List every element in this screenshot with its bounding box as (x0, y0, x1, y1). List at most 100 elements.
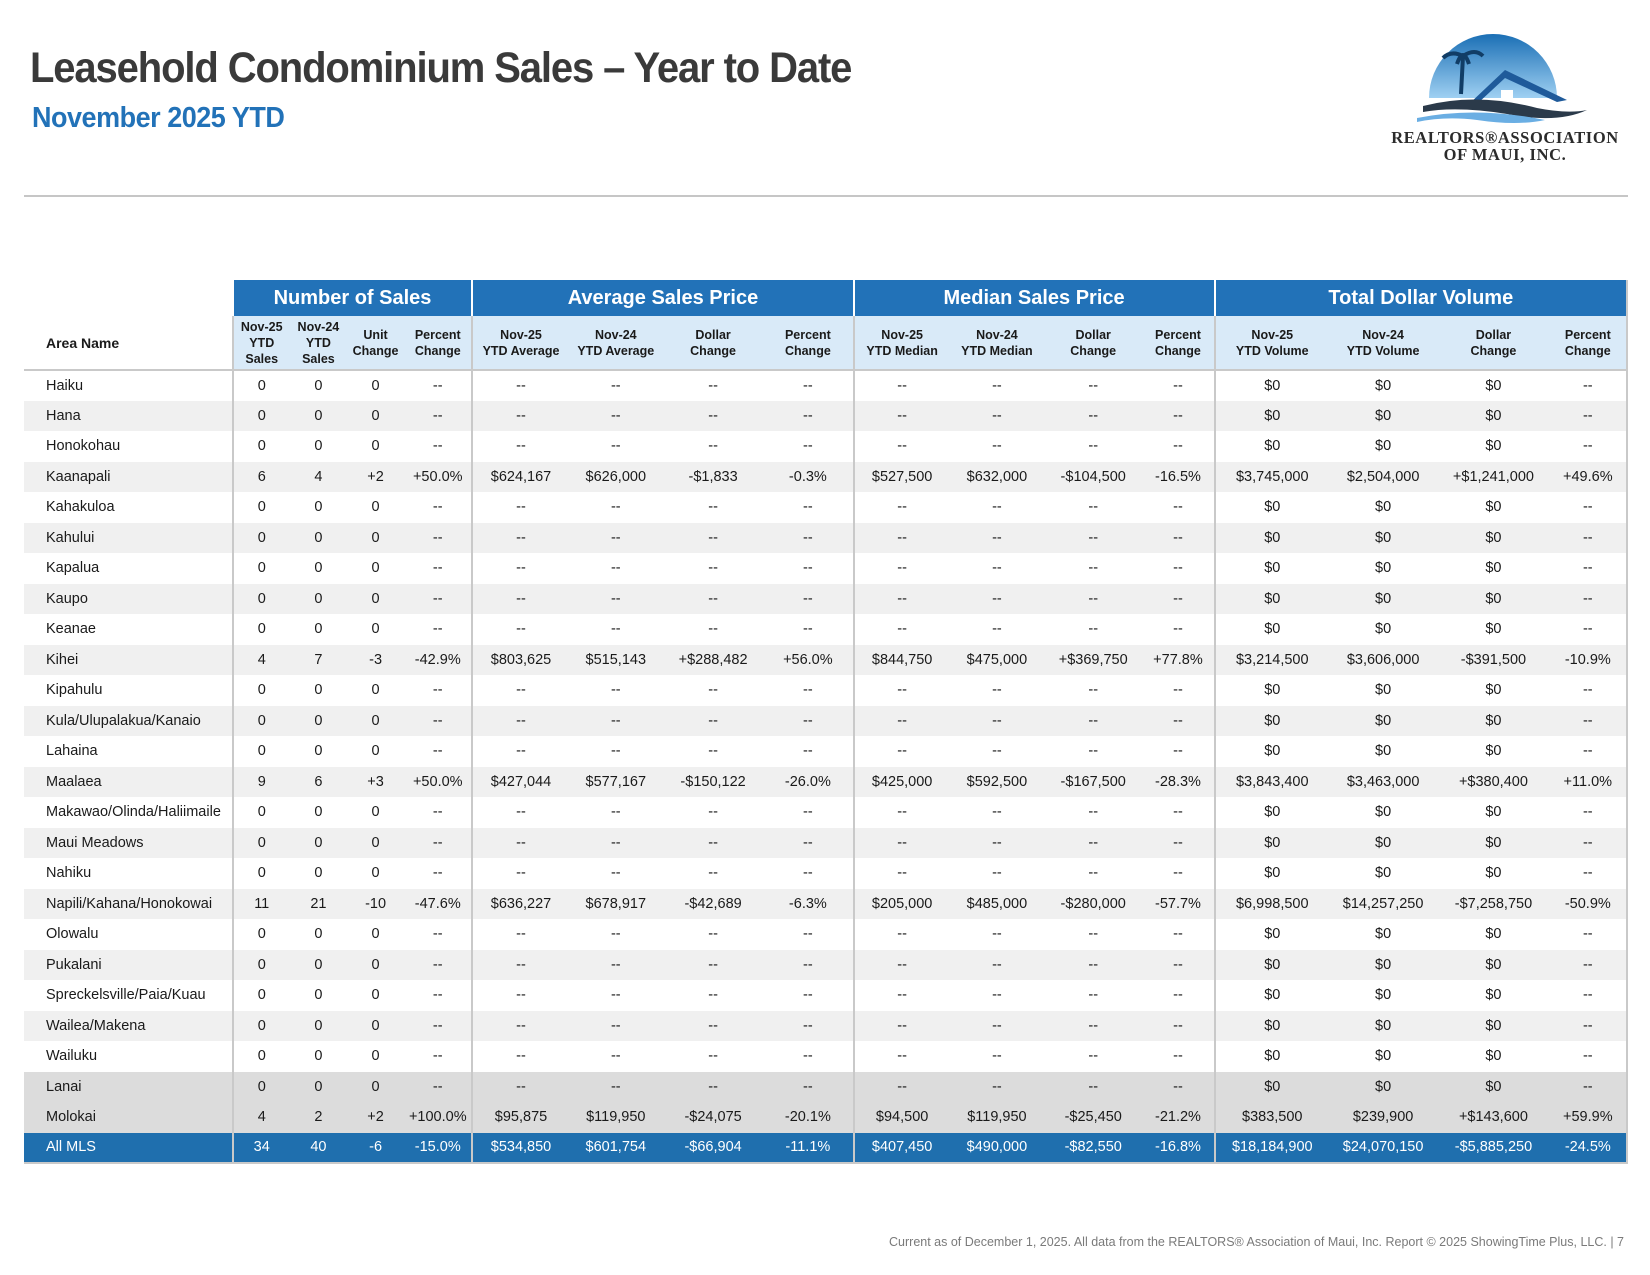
value-cell: -- (763, 583, 854, 614)
value-cell: 0 (371, 804, 380, 821)
value-cell: -- (662, 705, 764, 736)
value-cell: $0 (1485, 926, 1502, 943)
table-row: Keanae 0 0 0 -- -- -- -- -- -- -- -- -- $0 $0 $0 -- (24, 614, 1627, 645)
value-cell: $626,000 (568, 461, 663, 492)
column-header-line: Sales (245, 351, 279, 366)
value-cell: 0 (346, 1071, 405, 1102)
value-cell: -- (852, 492, 950, 523)
value-cell: 4 (231, 644, 290, 675)
value-cell: -- (471, 583, 569, 614)
table-row: Kula/Ulupalakua/Kanaio 0 0 0 -- -- -- -- -- -- -- -… (24, 705, 1627, 736)
value-cell: $3,843,400 (1213, 766, 1329, 797)
value-cell: -- (662, 1010, 764, 1041)
value-cell: $0 (1485, 621, 1502, 638)
value-cell: -- (992, 438, 1002, 455)
value-cell: $3,214,500 (1213, 644, 1329, 675)
value-cell: -- (432, 743, 443, 760)
value-cell: $0 (1213, 1041, 1329, 1072)
value-cell: -42.9% (404, 644, 473, 675)
value-cell: -- (1549, 1010, 1627, 1041)
value-cell: $0 (1328, 1010, 1438, 1041)
value-cell: -- (708, 987, 718, 1004)
value-cell: $0 (1213, 919, 1329, 950)
value-cell: -- (992, 743, 1002, 760)
value-cell: 0 (231, 980, 290, 1011)
value-cell: -- (471, 522, 569, 553)
value-cell: -- (992, 621, 1002, 638)
value-cell: -- (1549, 827, 1627, 858)
value-cell: $632,000 (949, 461, 1045, 492)
value-cell: -$1,833 (662, 461, 764, 492)
value-cell: -- (1088, 987, 1099, 1004)
table-row: Olowalu 0 0 0 -- -- -- -- -- -- -- -- -- $0 $0 $0 -- (24, 919, 1627, 950)
value-cell: -24.5% (1549, 1132, 1627, 1164)
value-cell: -- (568, 1071, 663, 1102)
value-cell: 0 (314, 560, 323, 577)
value-cell: 21 (289, 888, 347, 919)
value-cell: -- (471, 492, 569, 523)
association-logo: REALTORS®ASSOCIATION OF MAUI, INC. (1385, 34, 1625, 164)
value-cell: 0 (314, 804, 323, 821)
column-header-line: Change (690, 343, 736, 358)
value-cell: -- (662, 522, 764, 553)
value-cell: -- (1173, 499, 1183, 516)
table-body: Haiku 0 0 0 -- -- -- -- -- -- -- -- -- $0 $0 $0 -- Hana 0 0… (24, 370, 1627, 1164)
value-cell: -- (432, 804, 443, 821)
value-cell: -- (1044, 522, 1143, 553)
value-cell: 9 (231, 766, 290, 797)
value-cell: $0 (1437, 949, 1550, 980)
table-row: Kahakuloa 0 0 0 -- -- -- -- -- -- -- -- -- $0 $0 $0 -- (24, 492, 1627, 523)
value-cell: +2 (346, 1102, 405, 1133)
value-cell: -$66,904 (662, 1132, 764, 1164)
column-header: Percent Change (763, 316, 854, 371)
value-cell: -- (708, 804, 718, 821)
area-name-cell: Keanae (46, 621, 96, 638)
column-header: Nov-25 YTD Average (471, 316, 569, 371)
value-cell: $0 (1485, 987, 1502, 1004)
value-cell: -- (1582, 560, 1593, 577)
value-cell: 0 (371, 438, 380, 455)
area-name-cell: Nahiku (46, 865, 92, 882)
area-name-cell: Olowalu (46, 926, 99, 943)
value-cell: -- (1173, 804, 1183, 821)
value-cell: -- (852, 797, 950, 828)
column-header-line: Dollar (1475, 327, 1512, 342)
value-cell: -- (708, 438, 718, 455)
value-cell: $0 (1375, 926, 1392, 943)
table-row: Kahului 0 0 0 -- -- -- -- -- -- -- -- -- $0 $0 $0 -- (24, 522, 1627, 553)
value-cell: -- (1088, 926, 1099, 943)
area-name-cell: Makawao/Olinda/Haliimaile (46, 804, 221, 821)
value-cell: -- (1582, 499, 1593, 516)
value-cell: $24,070,150 (1328, 1132, 1438, 1164)
header-divider (24, 195, 1628, 197)
value-cell: 0 (231, 583, 290, 614)
value-cell: -- (1582, 987, 1593, 1004)
value-cell: +50.0% (404, 766, 473, 797)
value-cell: 0 (289, 1010, 347, 1041)
value-cell: -- (1549, 583, 1627, 614)
value-cell: +2 (346, 461, 405, 492)
value-cell: $0 (1213, 827, 1329, 858)
value-cell: -- (610, 438, 621, 455)
value-cell: -- (852, 522, 950, 553)
table-row: Wailea/Makena 0 0 0 -- -- -- -- -- -- -- -- -- $0 $0 $0… (24, 1010, 1627, 1041)
value-cell: -- (1173, 926, 1183, 943)
value-cell: -- (1044, 1071, 1143, 1102)
footer-note: Current as of December 1, 2025. All data… (889, 1235, 1624, 1249)
value-cell: 0 (346, 400, 405, 431)
table-row: Honokohau 0 0 0 -- -- -- -- -- -- -- -- -- $0 $0 $0 -- (24, 431, 1627, 462)
value-cell: $0 (1328, 705, 1438, 736)
value-cell: -- (1142, 949, 1215, 980)
value-cell: +3 (346, 766, 405, 797)
value-cell: -- (1173, 560, 1183, 577)
value-cell: -- (1582, 743, 1593, 760)
value-cell: $636,227 (471, 888, 569, 919)
value-cell: 0 (346, 583, 405, 614)
column-header: Percent Change (404, 316, 473, 371)
value-cell: $485,000 (949, 888, 1045, 919)
value-cell: -- (949, 522, 1045, 553)
value-cell: -- (471, 858, 569, 889)
value-cell: $0 (1485, 743, 1502, 760)
table-row: Kaupo 0 0 0 -- -- -- -- -- -- -- -- -- $0 $0 $0 -- (24, 583, 1627, 614)
value-cell: $0 (1213, 492, 1329, 523)
